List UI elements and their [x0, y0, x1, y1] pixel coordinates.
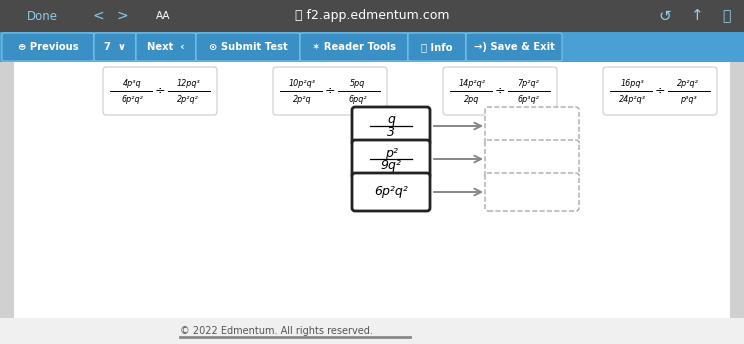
Text: >: > — [116, 9, 128, 23]
FancyBboxPatch shape — [273, 67, 387, 115]
FancyBboxPatch shape — [443, 67, 557, 115]
Text: 12pq³: 12pq³ — [176, 78, 200, 87]
FancyBboxPatch shape — [603, 67, 717, 115]
FancyBboxPatch shape — [94, 33, 136, 61]
FancyBboxPatch shape — [136, 33, 196, 61]
FancyBboxPatch shape — [0, 0, 744, 32]
Text: ✶ Reader Tools: ✶ Reader Tools — [312, 42, 396, 52]
FancyBboxPatch shape — [485, 140, 579, 178]
Text: p²: p² — [385, 147, 397, 160]
FancyBboxPatch shape — [466, 33, 562, 61]
FancyBboxPatch shape — [2, 33, 94, 61]
Text: 10p²q³: 10p²q³ — [289, 78, 315, 87]
Text: Next  ‹: Next ‹ — [147, 42, 185, 52]
FancyBboxPatch shape — [14, 62, 730, 318]
Text: ÷: ÷ — [655, 85, 665, 97]
Text: © 2022 Edmentum. All rights reserved.: © 2022 Edmentum. All rights reserved. — [180, 326, 373, 336]
Text: ↑: ↑ — [690, 9, 703, 23]
FancyBboxPatch shape — [0, 32, 744, 62]
Text: 3: 3 — [387, 127, 395, 140]
Text: 2p²q²: 2p²q² — [177, 95, 199, 104]
Text: ÷: ÷ — [155, 85, 165, 97]
Text: 6p²q²: 6p²q² — [121, 95, 143, 104]
Text: p³q³: p³q³ — [679, 95, 696, 104]
Text: 6p²q²: 6p²q² — [374, 185, 408, 198]
FancyBboxPatch shape — [485, 173, 579, 211]
Text: ÷: ÷ — [495, 85, 505, 97]
FancyBboxPatch shape — [0, 318, 744, 344]
Text: →) Save & Exit: →) Save & Exit — [474, 42, 554, 52]
Text: ↺: ↺ — [658, 9, 671, 23]
Text: AA: AA — [155, 11, 170, 21]
FancyBboxPatch shape — [352, 173, 430, 211]
Text: ⦾: ⦾ — [722, 9, 730, 23]
Text: <: < — [92, 9, 104, 23]
FancyBboxPatch shape — [103, 67, 217, 115]
Text: 4p³q: 4p³q — [123, 78, 141, 87]
FancyBboxPatch shape — [300, 33, 408, 61]
FancyBboxPatch shape — [352, 107, 430, 145]
Text: 6pq²: 6pq² — [349, 95, 368, 104]
Text: 9q²: 9q² — [381, 160, 402, 172]
Text: ÷: ÷ — [324, 85, 336, 97]
Text: 14p²q²: 14p²q² — [458, 78, 486, 87]
Text: 2p²q²: 2p²q² — [677, 78, 699, 87]
FancyBboxPatch shape — [352, 140, 430, 178]
Text: 7  ∨: 7 ∨ — [104, 42, 126, 52]
Text: 2p²q: 2p²q — [292, 95, 311, 104]
Text: 6p³q²: 6p³q² — [517, 95, 539, 104]
Text: 24p²q³: 24p²q³ — [618, 95, 646, 104]
FancyBboxPatch shape — [485, 107, 579, 145]
FancyBboxPatch shape — [408, 33, 466, 61]
Text: ⊙ Submit Test: ⊙ Submit Test — [208, 42, 287, 52]
Text: q: q — [387, 114, 395, 127]
Text: 🔒 f2.app.edmentum.com: 🔒 f2.app.edmentum.com — [295, 10, 449, 22]
Text: 16pq³: 16pq³ — [620, 78, 644, 87]
FancyBboxPatch shape — [196, 33, 300, 61]
Text: ⓘ Info: ⓘ Info — [421, 42, 453, 52]
Text: 7p²q²: 7p²q² — [517, 78, 539, 87]
Text: 5pq: 5pq — [350, 78, 366, 87]
Text: 2pq: 2pq — [464, 95, 480, 104]
Text: ⊕ Previous: ⊕ Previous — [18, 42, 78, 52]
Text: Done: Done — [27, 10, 57, 22]
